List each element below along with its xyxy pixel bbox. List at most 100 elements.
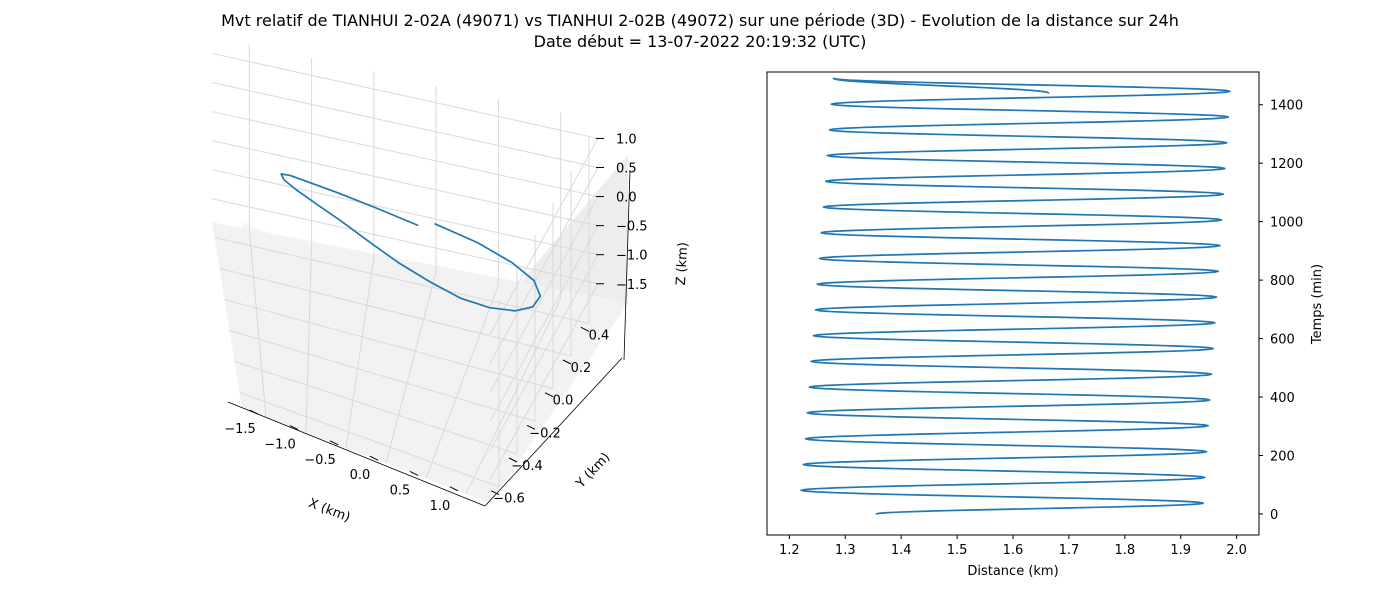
grid-line [425,284,499,479]
series-point-distance [802,463,804,466]
series-point-distance [1224,167,1226,170]
series-point-3d [375,207,377,209]
series-point-distance [1225,142,1228,144]
grid-line [229,330,536,422]
series-point-distance [1209,399,1211,401]
grid-line [224,299,554,390]
series-point-distance [1229,90,1231,92]
series-point-distance [1220,219,1223,221]
y-tick-label: 400 [1270,391,1295,406]
x-tick-label: 1.3 [835,543,856,558]
y-tick-label: 0.0 [553,394,574,409]
series-point-3d [398,262,400,264]
series-point-distance [1210,373,1213,375]
y-tick [490,490,500,496]
grid-line [489,167,599,364]
series-point-3d [338,192,341,195]
series-point-distance [815,309,817,311]
chart-distance-vs-time: 1.2 1.3 1.4 1.5 1.6 1.7 1.8 1.9 2.0 0 200 400 600 800… [766,71,1325,579]
series-point-distance [1202,502,1204,504]
grid-line [489,138,599,335]
grid-line [305,243,313,433]
series-point-distance [1205,451,1208,453]
series-point-distance [1227,116,1229,118]
z-tick-label: −1.5 [616,278,648,293]
series-point-distance [825,180,827,182]
z-axis-label: Z (km) [674,242,691,286]
z-tick-label: 0.0 [616,191,637,206]
x-tick [409,471,419,476]
series-point-3d [533,279,535,282]
grid-line [239,392,500,488]
series-point-distance [1212,347,1214,350]
series-point-3d [283,179,285,181]
series-point-distance [822,206,825,208]
series-point-3d [476,242,479,244]
y-tick [580,326,590,332]
series-point-distance [804,438,807,440]
x-tick [249,409,259,415]
y-tick-label: 0.2 [571,361,592,376]
grid-line [465,298,562,495]
z-axis-line [623,169,631,361]
series-point-distance [875,513,877,515]
series-point-distance [832,77,835,80]
series-group [800,77,1231,515]
x-tick-label: −0.5 [304,453,336,468]
series-point-3d [315,203,317,205]
y-tick-label: 0.4 [589,328,610,343]
x-tick [449,486,459,492]
x-axis-label: Distance (km) [967,564,1058,579]
z-tick-label: 0.5 [616,162,637,177]
x-tick-label: 1.9 [1170,543,1191,558]
x-tick-label: 0.5 [390,483,411,498]
x-tick-label: −1.0 [264,438,296,453]
x-tick [329,440,339,446]
series-point-distance [826,154,828,157]
x-tick-label: 1.0 [430,499,451,514]
series-point-3d [539,295,541,297]
grid-line [219,268,572,357]
y-tick [562,359,572,365]
grid-line [489,283,599,480]
series-point-distance [830,103,832,105]
series-point-3d [514,310,516,312]
x-axis-line [227,401,486,507]
series-point-3d [460,297,462,299]
y-tick-label: 1200 [1270,157,1303,172]
x-tick-label: 0.0 [350,468,371,483]
series-point-distance [816,283,818,285]
grid-line [489,196,599,393]
series-point-distance [1207,425,1209,427]
series-point-3d [289,174,291,176]
y-tick [544,392,554,398]
series-point-distance [829,129,831,131]
tick-group: 1.2 1.3 1.4 1.5 1.6 1.7 1.8 1.9 2.0 0 200 400 600 800… [779,99,1303,558]
series-line-3d [280,173,542,312]
x-tick-label: 2.0 [1226,543,1247,558]
series-point-distance [820,232,822,234]
y-axis-label: Temps (min) [1310,264,1325,345]
series-point-distance [1215,296,1218,298]
series-point-3d [532,306,534,308]
chart-3d-trajectory: −1.5 −1.0 −0.5 0.0 0.5 1.0 −0.6 −0.4 −0.2 0.0 0.2 0… [211,44,691,526]
series-point-distance [806,412,808,414]
x-tick [289,425,299,430]
grid-line [211,52,599,139]
y-tick-label: 600 [1270,333,1295,348]
y-tick-label: 800 [1270,274,1295,289]
z-tick-label: −1.0 [616,249,648,264]
grid-line [345,257,375,448]
grid-line [211,82,599,168]
series-point-distance [800,489,802,491]
grid-line [234,361,518,455]
series-point-3d [280,173,282,175]
series-point-3d [340,220,343,222]
series-line-distance [800,77,1231,515]
y-tick-label: 0 [1270,508,1278,523]
series-point-distance [1222,193,1224,195]
series-point-3d [417,224,419,226]
y-tick-label: 1000 [1270,216,1303,231]
